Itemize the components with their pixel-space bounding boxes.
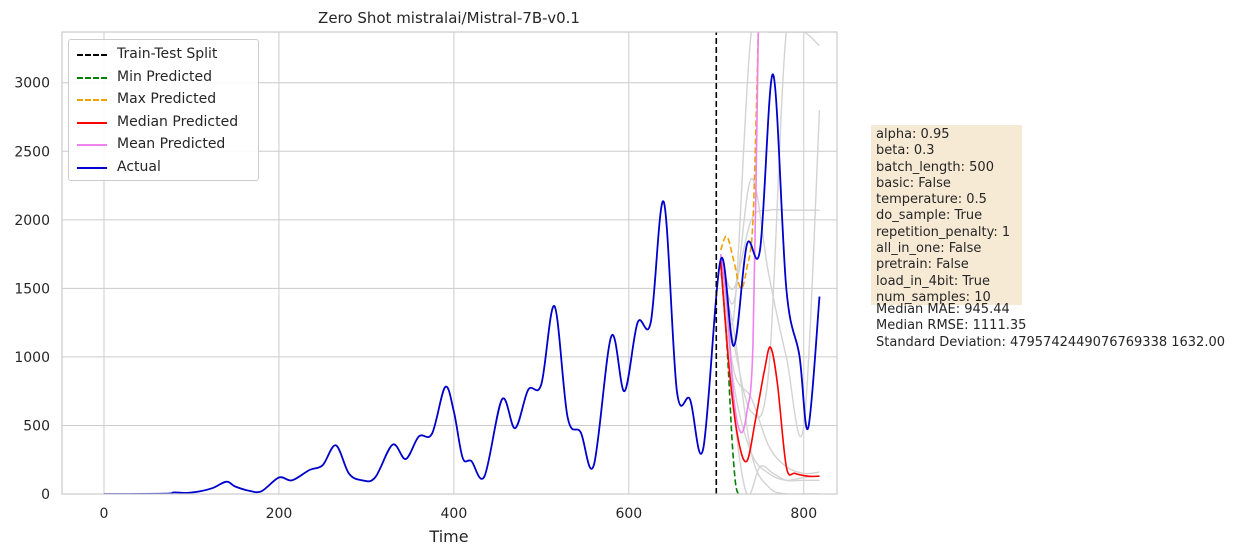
legend-item: Actual bbox=[69, 157, 258, 179]
x-axis-label: Time bbox=[428, 527, 468, 546]
text-line: Median MAE: 945.44 bbox=[876, 302, 1010, 317]
text-line: Standard Deviation: 4795742449076769338 … bbox=[876, 334, 1226, 350]
y-tick-label: 3000 bbox=[14, 76, 50, 92]
x-tick-labels: 0 200 400 600 800 bbox=[100, 506, 818, 522]
sample-line bbox=[720, 274, 820, 494]
actual-line bbox=[103, 73, 821, 494]
parameters-text: alpha: 0.95 beta: 0.3 batch_length: 500 bas… bbox=[876, 127, 1010, 306]
y-tick-label: 0 bbox=[41, 487, 50, 503]
legend-label: Train-Test Split bbox=[117, 46, 218, 62]
x-tick-label: 0 bbox=[100, 506, 109, 522]
sample-line bbox=[720, 208, 820, 291]
x-tick-label: 200 bbox=[266, 506, 293, 522]
legend-item: Median Predicted bbox=[69, 112, 258, 134]
text-line: batch_length: 500 bbox=[876, 159, 994, 175]
plot-frame bbox=[61, 31, 838, 495]
sample-line bbox=[720, 32, 820, 326]
y-tick-label: 1000 bbox=[14, 350, 50, 366]
x-tick-label: 600 bbox=[615, 506, 642, 522]
text-line: do_sample: True bbox=[876, 208, 983, 224]
legend-item: Train-Test Split bbox=[69, 44, 258, 66]
series-lines bbox=[103, 32, 821, 494]
chart-title: Zero Shot mistralai/Mistral-7B-v0.1 bbox=[318, 9, 580, 27]
mean-predicted-line bbox=[719, 32, 760, 434]
x-tick-label: 800 bbox=[790, 506, 817, 522]
legend-label: Mean Predicted bbox=[117, 136, 226, 153]
text-line: beta: 0.3 bbox=[876, 143, 935, 159]
text-line: temperature: 0.5 bbox=[876, 192, 987, 208]
text-line: load_in_4bit: True bbox=[876, 273, 990, 289]
x-tick-label: 400 bbox=[441, 506, 468, 522]
median-predicted-line bbox=[719, 260, 820, 478]
sample-line bbox=[720, 267, 820, 475]
legend-swatch bbox=[77, 121, 107, 124]
legend-label: Min Predicted bbox=[117, 68, 213, 85]
parameters-box bbox=[871, 125, 1022, 305]
legend-swatch bbox=[77, 99, 107, 102]
legend-label: Median Predicted bbox=[117, 113, 239, 130]
legend-swatch bbox=[77, 144, 107, 147]
text-line: all_in_one: False bbox=[876, 241, 982, 257]
y-tick-label: 500 bbox=[23, 418, 50, 434]
y-tick-label: 2500 bbox=[14, 144, 50, 160]
legend-swatch bbox=[77, 167, 107, 169]
legend-item: Mean Predicted bbox=[69, 134, 258, 156]
legend-swatch bbox=[77, 54, 107, 56]
y-tick-label: 2000 bbox=[14, 213, 50, 229]
sample-line bbox=[720, 32, 820, 419]
text-line: repetition_penalty: 1 bbox=[876, 224, 1011, 240]
legend: Train-Test Split Min Predicted Max Predict… bbox=[68, 39, 259, 181]
legend-swatch bbox=[77, 76, 107, 79]
legend-item: Max Predicted bbox=[69, 89, 258, 111]
text-line: pretrain: False bbox=[876, 257, 969, 273]
legend-label: Max Predicted bbox=[117, 91, 217, 108]
text-line: basic: False bbox=[876, 175, 951, 191]
y-tick-labels: 0 500 1000 1500 2000 2500 3000 bbox=[14, 76, 50, 503]
y-tick-label: 1500 bbox=[14, 281, 50, 297]
sample-line bbox=[720, 110, 821, 437]
legend-label: Actual bbox=[117, 159, 161, 175]
legend-item: Min Predicted bbox=[69, 67, 258, 89]
metrics-text: Median MAE: 945.44 Median RMSE: 1111.35 St… bbox=[876, 302, 1225, 351]
text-line: num_samples: 10 bbox=[876, 289, 991, 305]
text-line: alpha: 0.95 bbox=[876, 127, 950, 142]
max-predicted-line bbox=[719, 32, 760, 290]
text-line: Median RMSE: 1111.35 bbox=[876, 318, 1027, 334]
